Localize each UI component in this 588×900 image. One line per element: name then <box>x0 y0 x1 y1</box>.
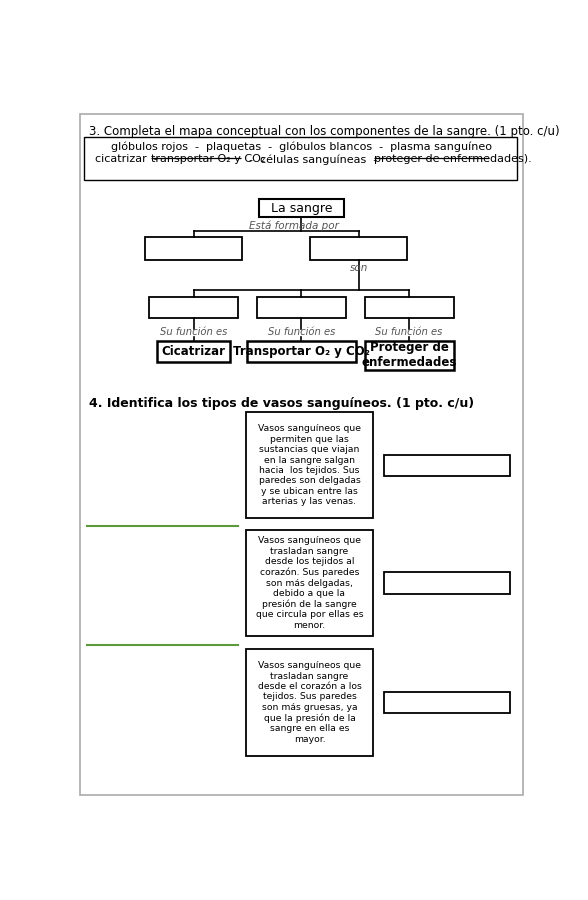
Text: La sangre: La sangre <box>270 202 332 214</box>
FancyBboxPatch shape <box>247 340 356 362</box>
Text: Proteger de
enfermedades: Proteger de enfermedades <box>362 341 457 369</box>
FancyBboxPatch shape <box>246 649 373 756</box>
Text: Su función es: Su función es <box>268 328 335 338</box>
Text: Está formada por: Está formada por <box>249 220 339 231</box>
Text: Vasos sanguíneos que
permiten que las
sustancias que viajan
en la sangre salgan
: Vasos sanguíneos que permiten que las su… <box>258 425 361 506</box>
Text: Cicatrizar: Cicatrizar <box>162 345 226 358</box>
FancyBboxPatch shape <box>365 297 453 319</box>
Text: Vasos sanguíneos que
trasladan sangre
desde el corazón a los
tejidos. Sus parede: Vasos sanguíneos que trasladan sangre de… <box>258 662 362 743</box>
Text: transportar O₂ y CO₂: transportar O₂ y CO₂ <box>151 154 265 164</box>
Text: -  células sanguíneas  -: - células sanguíneas - <box>242 154 385 165</box>
Text: proteger de enfermedades).: proteger de enfermedades). <box>374 154 532 164</box>
FancyBboxPatch shape <box>149 297 238 319</box>
FancyBboxPatch shape <box>259 199 344 217</box>
FancyBboxPatch shape <box>157 340 230 362</box>
FancyBboxPatch shape <box>383 572 510 594</box>
FancyBboxPatch shape <box>310 238 407 260</box>
Text: glóbulos rojos  -  plaquetas  -  glóbulos blancos  -  plasma sanguíneo: glóbulos rojos - plaquetas - glóbulos bl… <box>111 142 492 152</box>
FancyBboxPatch shape <box>383 454 510 476</box>
Text: Vasos sanguíneos que
trasladan sangre
desde los tejidos al
corazón. Sus paredes
: Vasos sanguíneos que trasladan sangre de… <box>256 536 363 630</box>
FancyBboxPatch shape <box>257 297 346 319</box>
FancyBboxPatch shape <box>80 114 523 795</box>
Text: son: son <box>349 263 368 273</box>
Text: 3. Completa el mapa conceptual con los componentes de la sangre. (1 pto. c/u): 3. Completa el mapa conceptual con los c… <box>89 125 560 138</box>
Text: Su función es: Su función es <box>160 328 228 338</box>
FancyBboxPatch shape <box>84 138 517 180</box>
FancyBboxPatch shape <box>246 530 373 636</box>
FancyBboxPatch shape <box>246 412 373 518</box>
Text: Transportar O₂ y CO₂: Transportar O₂ y CO₂ <box>233 345 370 358</box>
Text: 4. Identifica los tipos de vasos sanguíneos. (1 pto. c/u): 4. Identifica los tipos de vasos sanguín… <box>89 397 474 410</box>
Text: cicatrizar  -: cicatrizar - <box>95 154 165 164</box>
Text: Su función es: Su función es <box>375 328 443 338</box>
FancyBboxPatch shape <box>383 692 510 713</box>
FancyBboxPatch shape <box>365 340 453 370</box>
FancyBboxPatch shape <box>145 238 242 260</box>
